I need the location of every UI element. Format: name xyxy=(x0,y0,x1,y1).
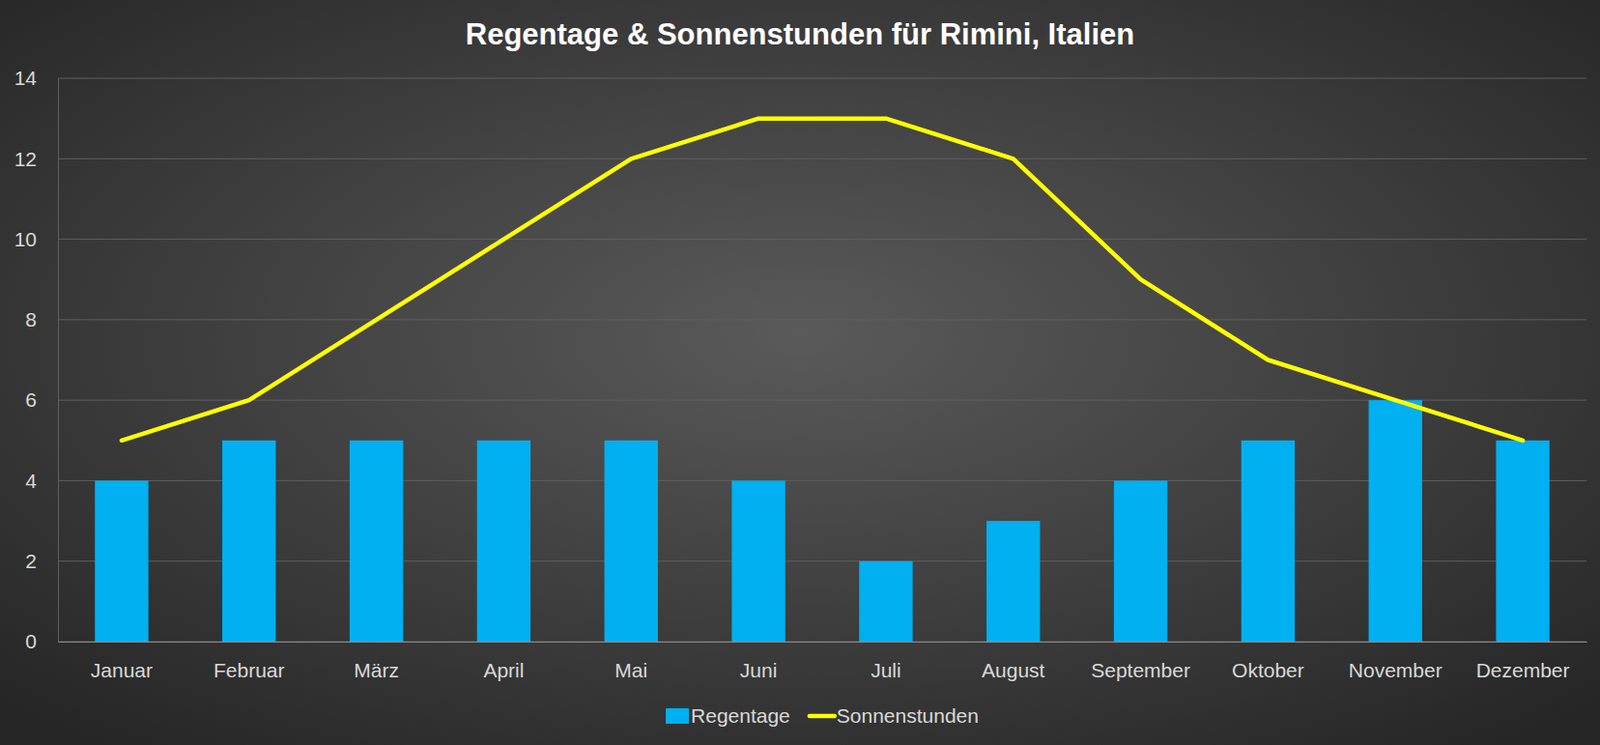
bar xyxy=(1369,400,1423,642)
line xyxy=(121,118,1523,441)
plot-area xyxy=(94,118,1550,642)
y-tick-label: 10 xyxy=(14,228,37,251)
x-tick-label: April xyxy=(483,658,524,682)
y-tick: 14 xyxy=(14,66,58,89)
y-tick: 6 xyxy=(25,388,58,411)
y-axis-line xyxy=(57,79,59,643)
y-tick: 4 xyxy=(25,469,58,492)
y-tick-label: 8 xyxy=(25,308,37,331)
bar xyxy=(477,440,531,642)
x-tick-label: Mai xyxy=(614,658,648,682)
x-tick-label: Februar xyxy=(213,658,286,682)
grid-line xyxy=(57,641,1587,643)
title: Regentage & Sonnenstunden für Rimini, It… xyxy=(465,17,1135,52)
x-tick: Dezember xyxy=(1476,641,1571,682)
bar xyxy=(1495,440,1549,642)
x-tick-label: November xyxy=(1348,658,1443,682)
y-tick: 8 xyxy=(25,308,58,331)
x-tick-label: März xyxy=(353,658,400,682)
x-tick-label: September xyxy=(1090,658,1191,682)
x-tick-label: Juli xyxy=(870,658,902,682)
y-tick: 2 xyxy=(25,549,58,572)
x-tick-label: Juni xyxy=(740,658,778,682)
bar xyxy=(604,440,658,642)
grid-line xyxy=(57,480,1587,482)
grid-line xyxy=(57,560,1587,562)
y-tick-label: 4 xyxy=(25,469,37,492)
bar xyxy=(986,520,1040,642)
bar xyxy=(1114,480,1168,642)
grid xyxy=(57,78,1587,642)
legend: Regentage Sonnenstunden xyxy=(665,704,979,727)
x-tick: August xyxy=(981,641,1046,682)
y-tick-label: 6 xyxy=(25,388,37,411)
y-axis: 0 2 4 6 8 10 12 14 xyxy=(14,66,59,653)
x-tick-label: August xyxy=(981,658,1046,682)
x-tick: Mai xyxy=(614,641,648,682)
legend-label: Regentage xyxy=(690,704,791,727)
background xyxy=(0,0,1600,745)
y-tick-label: 14 xyxy=(14,66,38,89)
x-axis-line xyxy=(58,641,1588,643)
x-tick: November xyxy=(1348,641,1443,682)
x-tick: Oktober xyxy=(1231,641,1305,682)
bar xyxy=(222,440,276,642)
x-tick-label: Oktober xyxy=(1231,658,1305,682)
bar xyxy=(858,561,913,642)
legend-swatch xyxy=(665,708,689,724)
grid-line xyxy=(57,318,1587,320)
grid-line xyxy=(57,158,1587,160)
legend-item: Regentage xyxy=(665,704,791,727)
y-tick: 10 xyxy=(14,228,58,251)
x-tick: April xyxy=(483,641,524,682)
chart: Regentage & Sonnenstunden für Rimini, It… xyxy=(0,0,1600,745)
x-tick-label: Januar xyxy=(90,658,153,682)
grid-line xyxy=(57,400,1587,401)
legend-item: Sonnenstunden xyxy=(809,704,979,727)
bar xyxy=(349,440,403,642)
grid-line xyxy=(57,238,1587,240)
bar-series xyxy=(94,400,1550,642)
grid-line xyxy=(57,78,1587,80)
x-tick-label: Dezember xyxy=(1476,658,1571,682)
x-tick: Februar xyxy=(213,641,286,682)
y-tick-label: 2 xyxy=(25,549,37,572)
legend-swatch xyxy=(809,714,835,719)
y-tick-label: 12 xyxy=(14,147,37,171)
bar xyxy=(731,480,785,642)
y-tick-label: 0 xyxy=(25,629,37,653)
x-tick: Juni xyxy=(740,641,778,682)
x-tick: September xyxy=(1090,641,1191,682)
y-tick: 0 xyxy=(25,629,58,653)
x-tick: März xyxy=(353,641,400,682)
x-axis: Januar Februar März April Mai Juni Juli August S… xyxy=(58,641,1588,682)
bar xyxy=(94,480,148,642)
x-tick: Juli xyxy=(870,641,902,682)
x-tick: Januar xyxy=(90,641,153,682)
bar xyxy=(1241,440,1295,642)
y-tick: 12 xyxy=(14,147,58,171)
legend-label: Sonnenstunden xyxy=(836,704,979,727)
